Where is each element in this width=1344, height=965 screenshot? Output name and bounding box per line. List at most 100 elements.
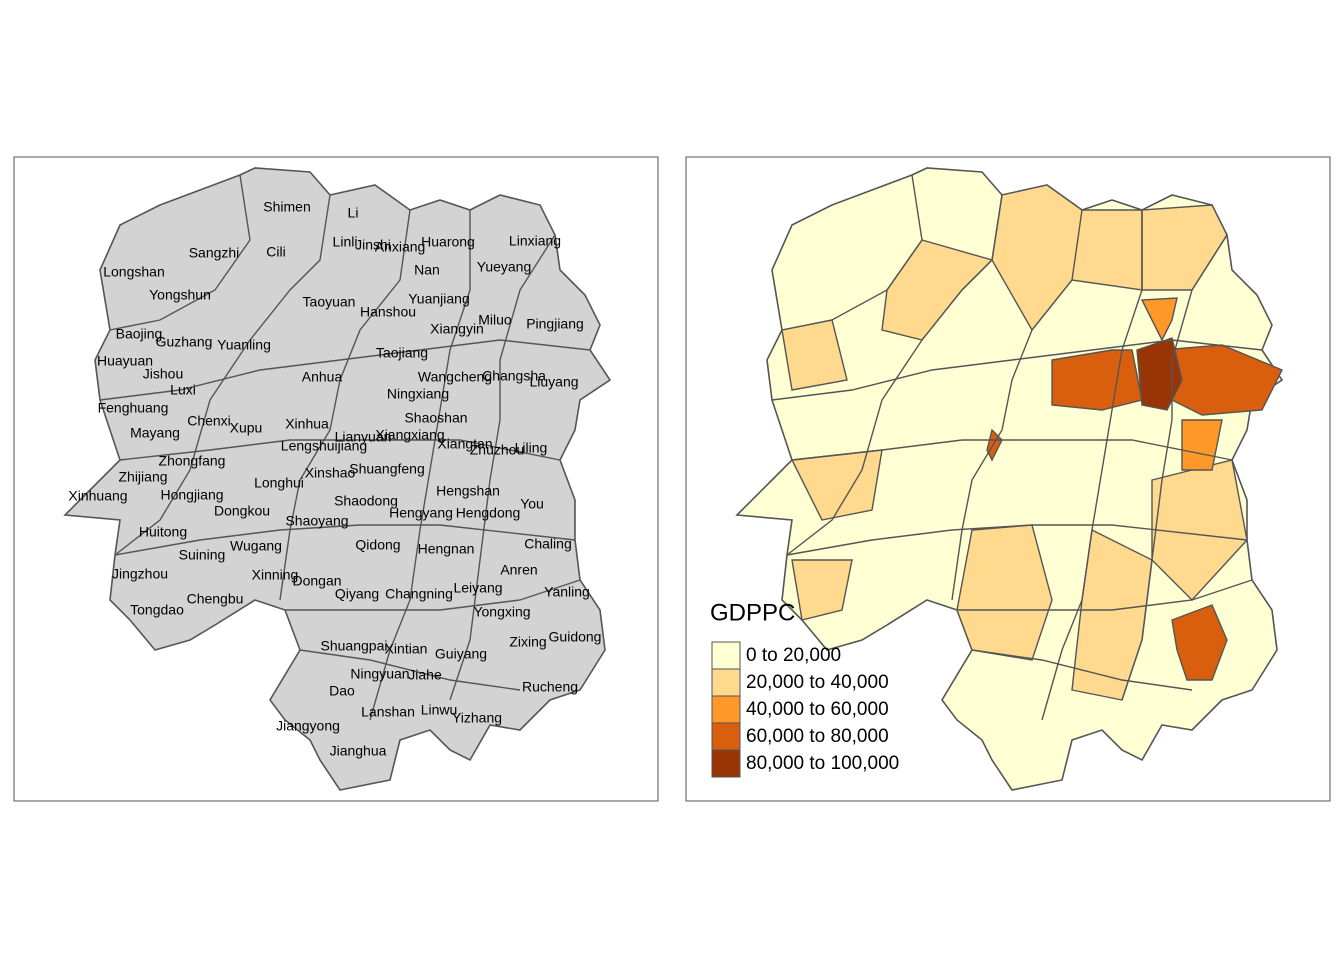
- county-label: Dao: [329, 683, 355, 699]
- county-label: Shaodong: [334, 493, 398, 509]
- region: [791, 559, 853, 621]
- county-label: Ningyuan: [350, 666, 409, 682]
- legend-label: 80,000 to 100,000: [746, 753, 899, 774]
- legend-swatch: [711, 695, 741, 724]
- county-label: Leiyang: [453, 580, 502, 596]
- county-label: Taojiang: [376, 345, 428, 361]
- county-label: Guidong: [549, 629, 602, 645]
- legend-label: 20,000 to 40,000: [746, 672, 889, 693]
- county-label: Liuyang: [529, 374, 578, 390]
- county-label: Cili: [266, 244, 285, 260]
- county-label: Fenghuang: [98, 400, 169, 416]
- county-label: Shaoshan: [404, 410, 467, 426]
- county-label: Yuanling: [217, 337, 271, 353]
- county-label: Changning: [385, 586, 453, 602]
- county-label: Xinshao: [305, 465, 356, 481]
- region: [1151, 459, 1248, 602]
- county-label: Qiyang: [335, 586, 379, 602]
- county-label: Xintian: [385, 641, 428, 657]
- county-label: Yizhang: [452, 710, 502, 726]
- county-label: Qidong: [355, 537, 400, 553]
- county-label: Xinning: [252, 567, 299, 583]
- county-label: Linxiang: [509, 233, 561, 249]
- legend-swatch: [711, 722, 741, 751]
- county-label: Huarong: [421, 234, 475, 250]
- county-label: Dongkou: [214, 503, 270, 519]
- county-label: Li: [348, 205, 359, 221]
- county-label: Chengbu: [187, 591, 244, 607]
- county-label: Guzhang: [156, 334, 213, 350]
- legend: GDPPC 0 to 20,000 20,000 to 40,000 40,000 …: [710, 599, 899, 778]
- legend-swatch: [711, 668, 741, 697]
- county-label: Anxiang: [375, 239, 426, 255]
- county-label: Hengdong: [456, 505, 521, 521]
- county-label: Huayuan: [97, 353, 153, 369]
- county-label: Yongshun: [149, 287, 211, 303]
- region: [1136, 337, 1183, 411]
- county-label: Changsha: [482, 368, 546, 384]
- county-label: Yuanjiang: [408, 291, 470, 307]
- county-label: Hongjiang: [160, 487, 223, 503]
- region: [1171, 604, 1228, 681]
- county-label: Baojing: [116, 326, 163, 342]
- county-label: Zixing: [509, 634, 546, 650]
- county-label: Zhijiang: [118, 469, 167, 485]
- legend-title: GDPPC: [710, 599, 795, 626]
- county-label: Hengyang: [389, 505, 453, 521]
- county-label: Xiangtan: [437, 436, 492, 452]
- county-label: Nan: [414, 262, 440, 278]
- legend-label: 0 to 20,000: [746, 645, 841, 666]
- county-label: Longhui: [254, 475, 304, 491]
- county-label: Shimen: [263, 199, 310, 215]
- county-label: Hanshou: [360, 304, 416, 320]
- county-label: Wugang: [230, 538, 282, 554]
- region: [1051, 349, 1143, 411]
- county-label: Xupu: [230, 420, 263, 436]
- right-map: [736, 167, 1283, 791]
- county-label: Yueyang: [477, 259, 532, 275]
- region: [1140, 297, 1178, 342]
- county-label: Shaoyang: [285, 513, 348, 529]
- county-label: Wangcheng: [418, 369, 492, 385]
- county-label: Anren: [500, 562, 537, 578]
- county-label: Jishou: [143, 366, 183, 382]
- county-label: Xinhuang: [68, 488, 127, 504]
- county-label: Liling: [515, 440, 548, 456]
- county-label: Sangzhi: [189, 245, 240, 261]
- legend-label: 60,000 to 80,000: [746, 726, 889, 747]
- county-label: Linwu: [421, 702, 458, 718]
- county-label: Lianyuan: [335, 429, 392, 445]
- county-label: Tongdao: [130, 602, 184, 618]
- county-label: Hengnan: [418, 541, 475, 557]
- county-label: Yongxing: [473, 604, 530, 620]
- county-label: Jinshi: [355, 237, 391, 253]
- county-label: Linli: [333, 234, 358, 250]
- legend-label: 40,000 to 60,000: [746, 699, 889, 720]
- county-label: Luxi: [170, 382, 196, 398]
- county-label: Jiangyong: [276, 718, 340, 734]
- county-label: Xiangyin: [430, 321, 484, 337]
- left-panel: [13, 156, 659, 802]
- county-label: Jianghua: [330, 743, 387, 759]
- county-label: Pingjiang: [526, 316, 584, 332]
- county-label: Mayang: [130, 425, 180, 441]
- county-label: Ningxiang: [387, 386, 449, 402]
- county-label: Yanling: [544, 584, 590, 600]
- county-label: Jingzhou: [112, 566, 168, 582]
- county-label: Guiyang: [435, 646, 487, 662]
- county-label: Zhongfang: [159, 453, 226, 469]
- county-label: Zhuzhou: [470, 442, 524, 458]
- county-label: Shuangpai: [321, 638, 388, 654]
- county-label: Hengshan: [436, 483, 500, 499]
- county-label: Xinhua: [285, 416, 329, 432]
- legend-swatch: [711, 749, 741, 778]
- county-label: You: [520, 496, 544, 512]
- county-label: Dongan: [292, 573, 341, 589]
- county-label: Suining: [179, 547, 226, 563]
- county-label: Jiahe: [408, 667, 442, 683]
- county-label: Chaling: [524, 536, 571, 552]
- right-panel: [685, 156, 1331, 802]
- county-label: Lengshuijiang: [281, 438, 367, 454]
